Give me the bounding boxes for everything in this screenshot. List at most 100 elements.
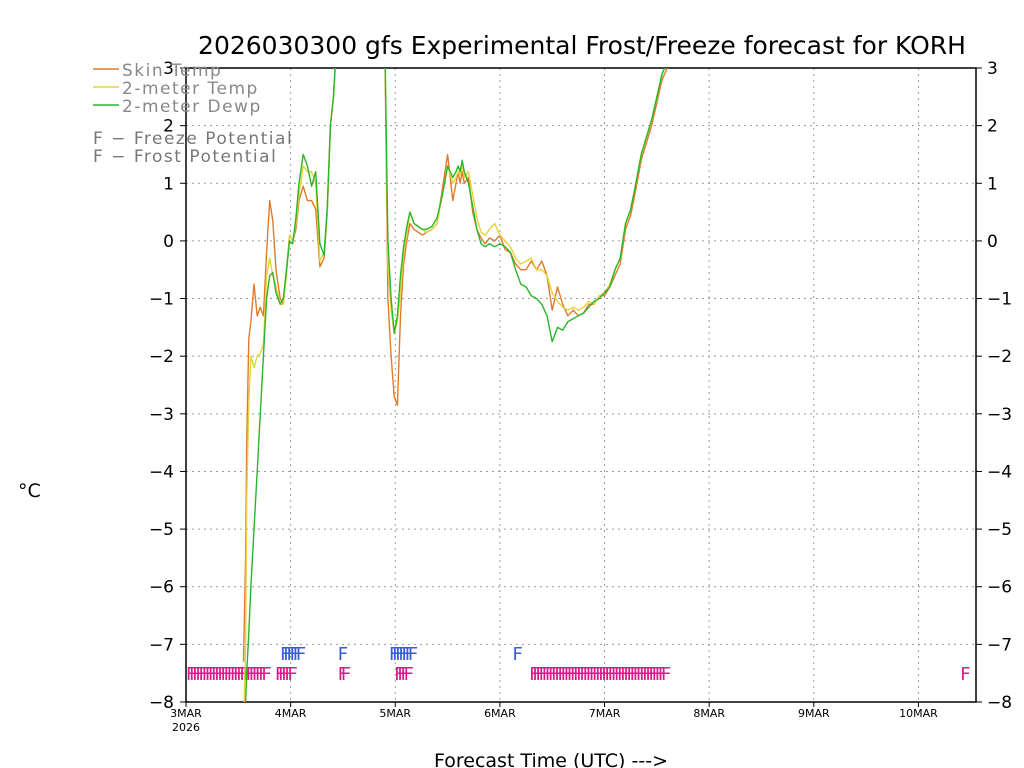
freeze-potential-marker: F	[224, 664, 234, 685]
x-tick-label: 8MAR	[693, 707, 725, 720]
freeze-potential-marker: F	[583, 664, 593, 685]
x-tick-label: 5MAR	[379, 707, 411, 720]
freeze-potential-marker: F	[586, 664, 596, 685]
x-tick-label: 9MAR	[798, 707, 830, 720]
frost-potential-marker: F	[286, 644, 296, 665]
freeze-potential-marker: F	[397, 664, 407, 685]
x-tick-label: 3MAR	[170, 707, 202, 720]
freeze-potential-marker: F	[645, 664, 655, 685]
frost-potential-marker: F	[395, 644, 405, 665]
freeze-potential-marker: F	[627, 664, 637, 685]
freeze-potential-marker: F	[208, 664, 218, 685]
freeze-potential-marker: F	[598, 664, 608, 685]
y-tick-label-left: −1	[149, 290, 174, 310]
y-tick-label-right: −8	[987, 693, 1012, 713]
legend-2m-temp: 2-meter Temp	[93, 79, 257, 99]
freeze-potential-marker: F	[564, 664, 574, 685]
freeze-potential-marker: F	[639, 664, 649, 685]
freeze-potential-marker: F	[246, 664, 256, 685]
x-tick-sublabel: 2026	[172, 721, 200, 734]
y-tick-label-left: −4	[149, 462, 174, 482]
frost-potential-marker: F	[398, 644, 408, 665]
freeze-potential-marker: F	[202, 664, 212, 685]
y-tick-label-right: 2	[987, 117, 998, 137]
freeze-potential-marker: F	[255, 664, 265, 685]
plot-frame	[185, 67, 977, 703]
freeze-potential-marker: F	[633, 664, 643, 685]
freeze-potential-marker: F	[567, 664, 577, 685]
freeze-potential-marker: F	[221, 664, 231, 685]
frost-potential-marker: F	[389, 644, 399, 665]
freeze-potential-marker: F	[199, 664, 209, 685]
legend-skin-temp: Skin Temp	[93, 61, 221, 81]
frost-potential-marker: F	[338, 644, 348, 665]
y-tick-label-left: 0	[163, 232, 174, 252]
x-tick-label: 4MAR	[275, 707, 307, 720]
frost-potential-marker: F	[512, 644, 522, 665]
y-tick-label-right: 0	[987, 232, 998, 252]
freeze-potential-marker: F	[186, 664, 196, 685]
freeze-potential-marker: F	[236, 664, 246, 685]
y-tick-label-left: −3	[149, 405, 174, 425]
y-tick-label-left: −7	[149, 635, 174, 655]
freeze-potential-marker: F	[227, 664, 237, 685]
y-tick-label-right: −6	[987, 578, 1012, 598]
freeze-potential-marker: F	[576, 664, 586, 685]
y-tick-label-right: 3	[987, 59, 998, 79]
freeze-potential-marker: F	[661, 664, 671, 685]
freeze-potential-marker: F	[601, 664, 611, 685]
freeze-potential-marker: F	[205, 664, 215, 685]
freeze-potential-marker: F	[636, 664, 646, 685]
legend-label-2m-dewp: 2-meter Dewp	[122, 97, 262, 117]
freeze-potential-marker: F	[532, 664, 542, 685]
y-tick-label-right: −2	[987, 347, 1012, 367]
y-tick-label-left: −2	[149, 347, 174, 367]
y-tick-label-right: −7	[987, 635, 1012, 655]
y-axis-label: °C	[18, 480, 41, 502]
chart-title: 2026030300 gfs Experimental Frost/Freeze…	[198, 31, 966, 60]
freeze-potential-marker: F	[535, 664, 545, 685]
freeze-potential-marker: F	[623, 664, 633, 685]
freeze-potential-marker: F	[614, 664, 624, 685]
freeze-potential-marker: F	[573, 664, 583, 685]
freeze-potential-marker: F	[605, 664, 615, 685]
freeze-potential-marker: F	[642, 664, 652, 685]
y-tick-label-left: 3	[163, 59, 174, 79]
frost-potential-marker: F	[296, 644, 306, 665]
freeze-potential-marker: F	[338, 664, 348, 685]
freeze-potential-marker: F	[551, 664, 561, 685]
freeze-potential-marker: F	[608, 664, 618, 685]
freeze-potential-marker: F	[648, 664, 658, 685]
freeze-potential-marker: F	[249, 664, 259, 685]
series-line-2-meter-dewp	[244, 68, 666, 702]
frost-potential-marker: F	[293, 644, 303, 665]
freeze-potential-marker: F	[554, 664, 564, 685]
freeze-potential-marker: F	[545, 664, 555, 685]
legend-freeze-potential: F − Freeze Potential	[93, 129, 293, 149]
frost-potential-marker: F	[392, 644, 402, 665]
freeze-potential-marker: F	[217, 664, 227, 685]
freeze-potential-marker: F	[192, 664, 202, 685]
freeze-potential-marker: F	[341, 664, 351, 685]
freeze-potential-marker: F	[189, 664, 199, 685]
freeze-potential-marker: F	[243, 664, 253, 685]
y-tick-label-left: 2	[163, 117, 174, 137]
freeze-potential-marker: F	[557, 664, 567, 685]
x-tick-label: 7MAR	[589, 707, 621, 720]
frost-potential-marker: F	[280, 644, 290, 665]
freeze-potential-marker: F	[630, 664, 640, 685]
freeze-potential-marker: F	[658, 664, 668, 685]
frost-potential-marker: F	[290, 644, 300, 665]
frost-potential-marker: F	[283, 644, 293, 665]
freeze-potential-marker: F	[652, 664, 662, 685]
frost-potential-marker: F	[405, 644, 415, 665]
freeze-potential-marker: F	[570, 664, 580, 685]
freeze-potential-marker: F	[195, 664, 205, 685]
freeze-potential-marker: F	[548, 664, 558, 685]
y-tick-label-right: −1	[987, 290, 1012, 310]
y-tick-label-right: −4	[987, 462, 1012, 482]
freeze-potential-marker: F	[620, 664, 630, 685]
freeze-potential-marker: F	[561, 664, 571, 685]
y-tick-label-left: 1	[163, 174, 174, 194]
x-axis-label: Forecast Time (UTC) --->	[434, 750, 668, 768]
